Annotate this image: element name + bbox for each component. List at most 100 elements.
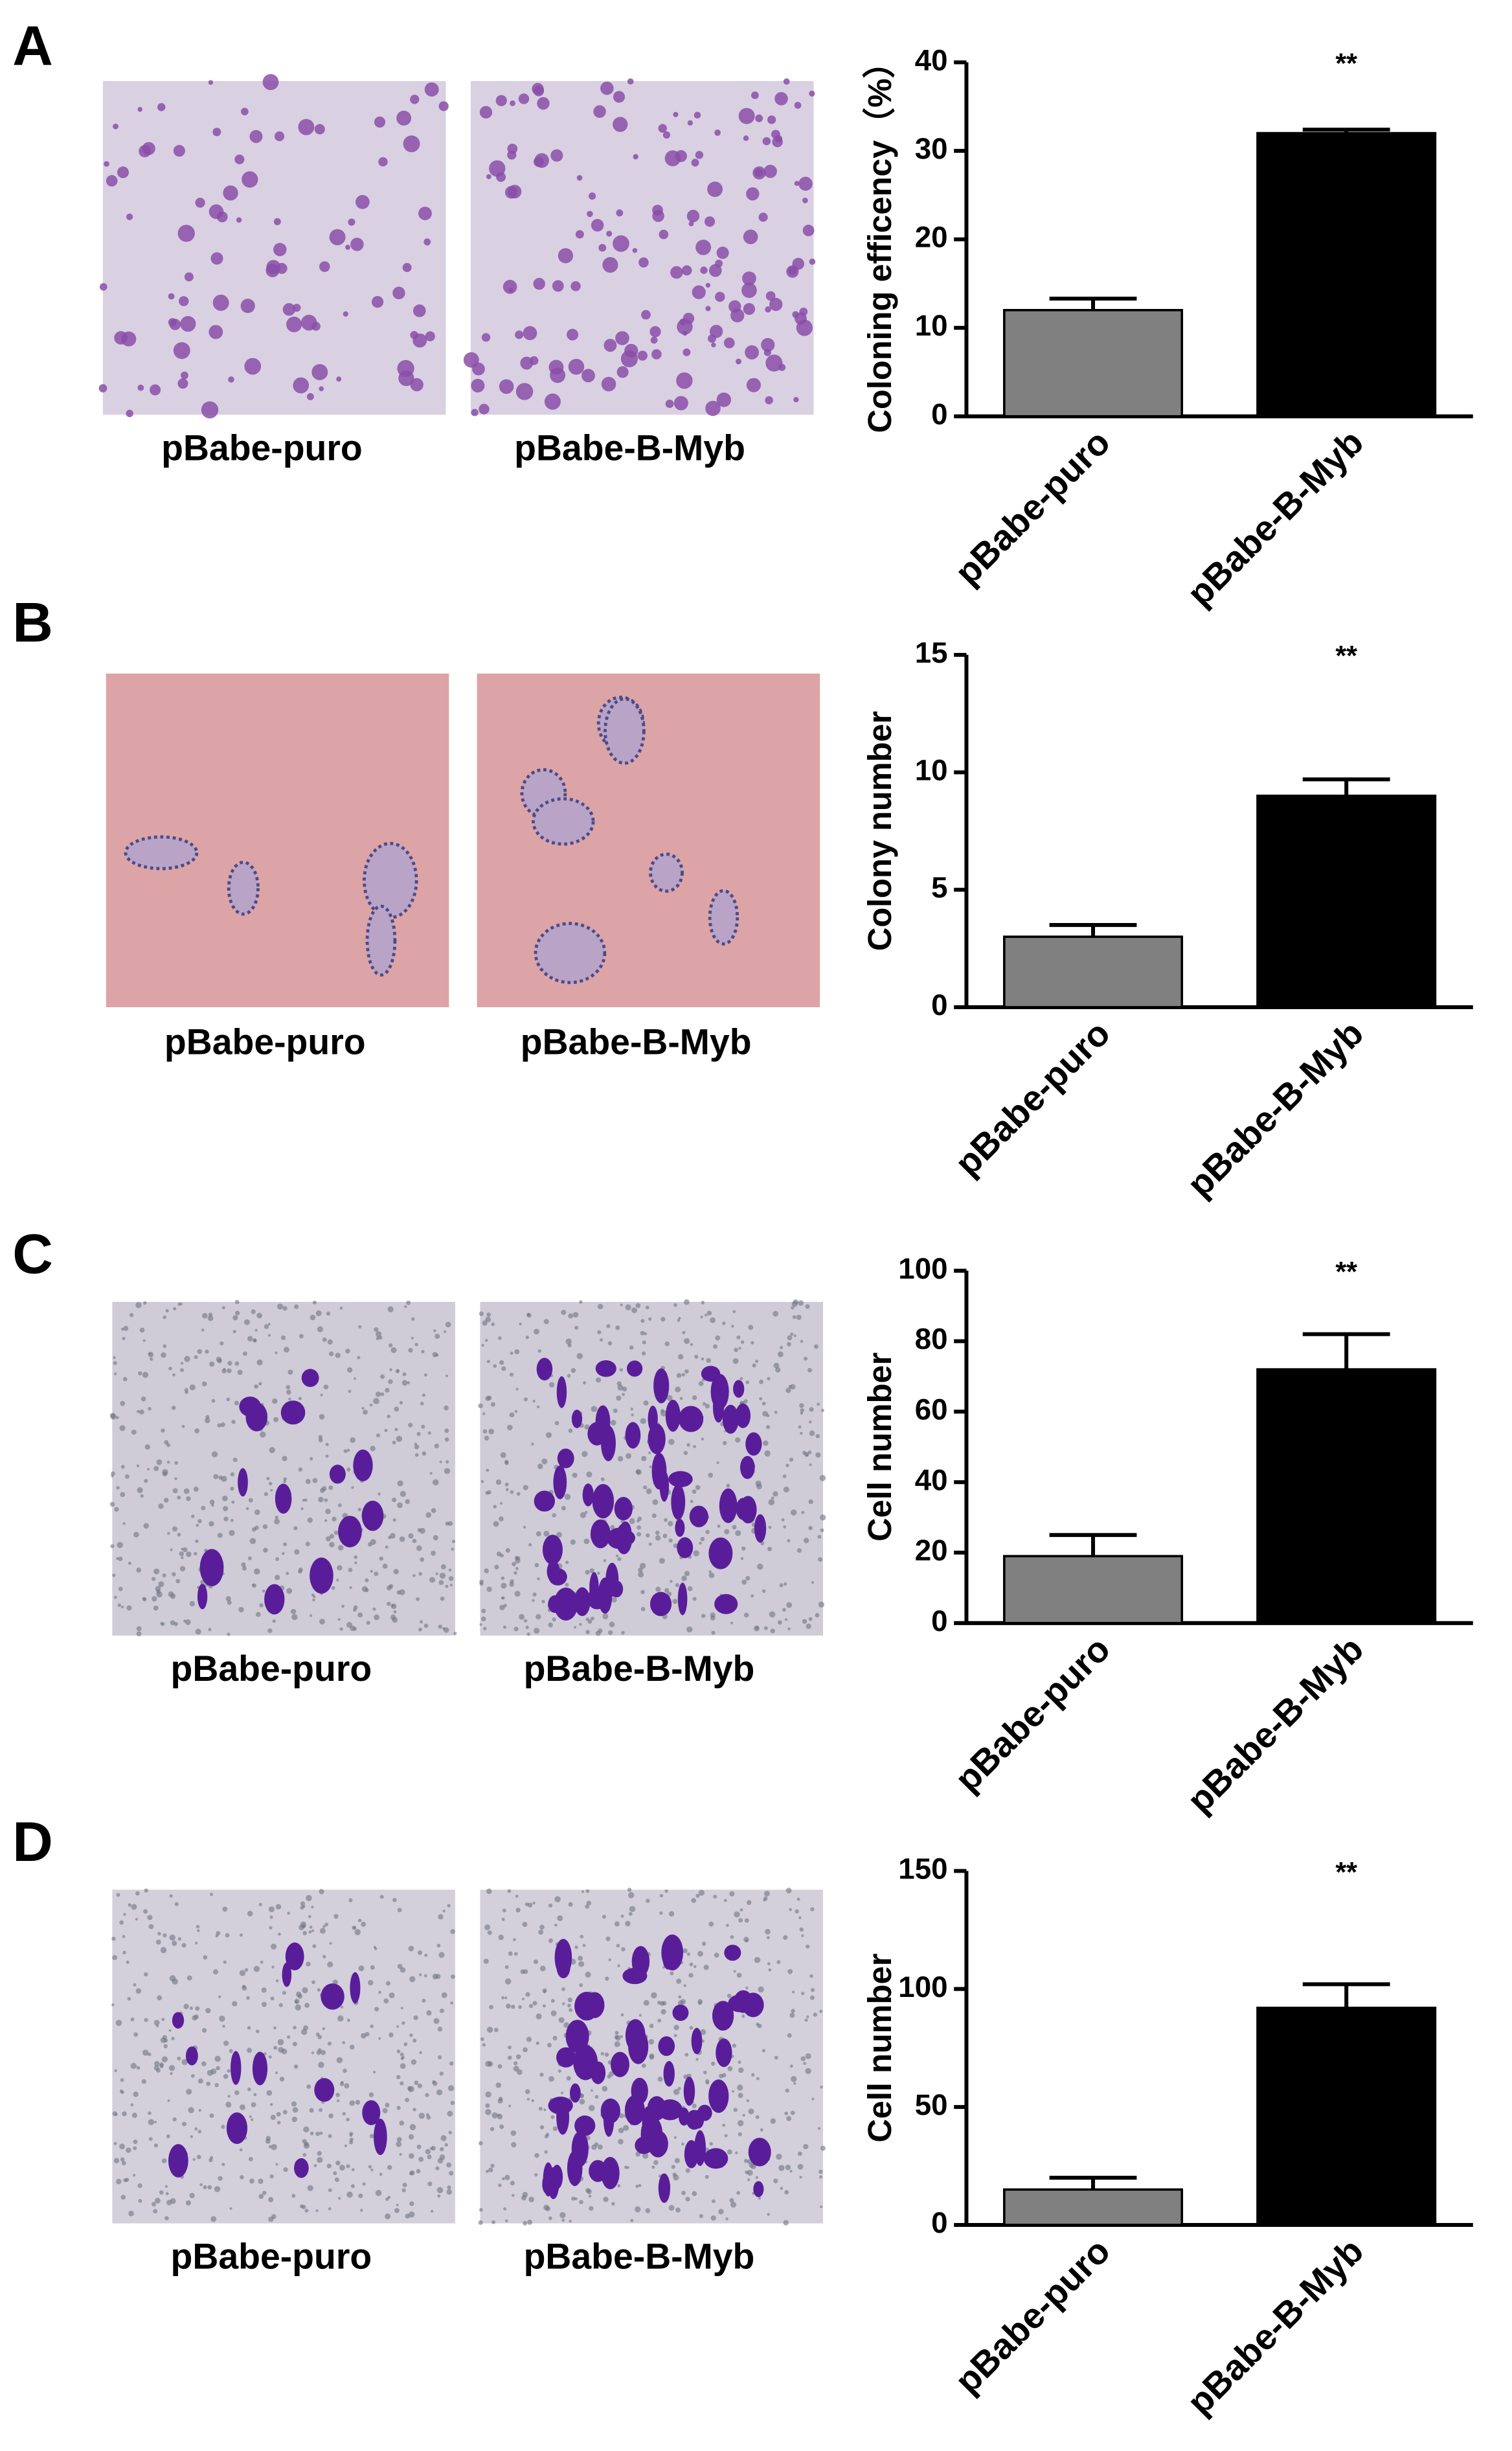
pore (439, 1460, 442, 1463)
pore (641, 2063, 646, 2068)
pore (267, 1628, 273, 1634)
pore (762, 1402, 766, 1406)
stain (180, 315, 196, 332)
pore (646, 1488, 652, 1494)
pore (702, 1402, 706, 1406)
y-tick-label: 150 (898, 1852, 947, 1886)
pore (486, 1888, 492, 1895)
pore (585, 2187, 591, 2193)
stain (242, 171, 258, 188)
stain (694, 111, 701, 119)
pore (264, 1492, 268, 1496)
pore (151, 2202, 156, 2207)
pore (318, 2062, 324, 2068)
pore (582, 1944, 586, 1947)
pore (438, 1952, 445, 1958)
stain (763, 165, 777, 178)
pore (348, 1389, 352, 1393)
pore (251, 2102, 256, 2108)
pore (505, 2219, 508, 2223)
pore (306, 1895, 312, 1902)
stain (550, 149, 563, 162)
pore (448, 2130, 452, 2135)
pore (809, 1995, 815, 2000)
pore (740, 1340, 745, 1344)
pore (607, 1341, 613, 1346)
pore (580, 1512, 587, 1518)
pore (486, 1360, 490, 1363)
stain (241, 108, 249, 116)
pore (501, 1917, 505, 1921)
stain (652, 210, 664, 222)
pore (579, 1983, 583, 1987)
pore (211, 1503, 214, 1507)
pore (287, 1911, 291, 1915)
pore (444, 1330, 447, 1334)
cell (536, 1358, 553, 1381)
pore (550, 2010, 557, 2016)
pore (317, 2157, 323, 2163)
pore (400, 1490, 406, 1498)
pore (538, 2106, 543, 2111)
pore (437, 2158, 444, 2164)
pore (164, 1440, 169, 1445)
pore (329, 1942, 332, 1945)
pore (602, 1613, 609, 1619)
pore (266, 2090, 273, 2096)
pore (799, 1927, 804, 1932)
pore (324, 1922, 329, 1927)
pore (370, 1569, 373, 1573)
pore (811, 1988, 815, 1992)
pore (234, 1400, 239, 1406)
pore (775, 1367, 781, 1373)
pore (479, 1311, 484, 1316)
pore (499, 2124, 504, 2129)
pore (485, 1396, 491, 1401)
pore (392, 1497, 397, 1503)
pore (643, 2000, 649, 2006)
pore (370, 1965, 375, 1970)
pore (660, 1410, 667, 1417)
pore (138, 1371, 142, 1376)
pore (688, 1972, 694, 1978)
y-tick-label: 20 (915, 1534, 948, 1567)
pore (755, 2176, 758, 2180)
pore (499, 1360, 504, 1365)
pore (195, 1539, 199, 1544)
pore (802, 1619, 807, 1624)
pore (785, 1387, 791, 1393)
pore (133, 2092, 139, 2097)
pore (305, 1479, 311, 1485)
pore (214, 2055, 221, 2062)
micrograph (109, 1299, 457, 1637)
pore (170, 1620, 175, 1626)
pore (714, 1952, 719, 1958)
pore (528, 2196, 534, 2203)
pore (620, 1914, 624, 1918)
pore (333, 2171, 337, 2176)
stain (486, 174, 491, 179)
pore (745, 1986, 749, 1990)
pore (129, 1313, 134, 1317)
pore (537, 1463, 543, 1470)
pore (484, 1339, 488, 1342)
pore (425, 2149, 431, 2155)
pore (328, 2188, 332, 2193)
pore (426, 2010, 432, 2016)
pore (375, 1391, 381, 1397)
pore (420, 1557, 425, 1562)
pore (208, 1628, 212, 1632)
pore (163, 2038, 168, 2043)
pore (293, 1526, 298, 1531)
pore (136, 1631, 142, 1637)
pore (304, 2141, 309, 2147)
pore (316, 2050, 321, 2055)
stain (691, 159, 699, 167)
pore (400, 2007, 403, 2010)
pore (819, 2175, 823, 2179)
pore (161, 2158, 167, 2163)
stain (767, 115, 776, 124)
stain (581, 369, 595, 383)
pore (396, 2106, 401, 2110)
pore (156, 1591, 163, 1598)
